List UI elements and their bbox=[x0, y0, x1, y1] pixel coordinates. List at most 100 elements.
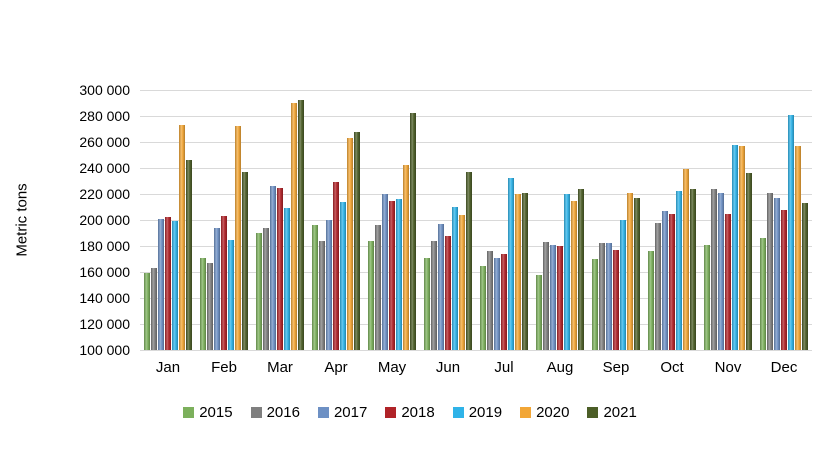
x-axis-label-nov: Nov bbox=[714, 359, 742, 376]
y-axis-tick-label: 240 000 bbox=[79, 160, 130, 176]
bar-2015-jan bbox=[144, 273, 150, 350]
bar-2021-feb bbox=[242, 171, 248, 350]
bar-2017-jun bbox=[438, 223, 444, 350]
bar-2019-may bbox=[396, 199, 402, 350]
y-axis-tick-label: 180 000 bbox=[79, 238, 130, 254]
bar-2015-sep bbox=[592, 259, 598, 350]
gridline bbox=[140, 350, 812, 351]
bar-group-mar bbox=[252, 90, 308, 350]
y-axis-tick-label: 260 000 bbox=[79, 134, 130, 150]
bar-2016-jun bbox=[431, 240, 437, 350]
gridline bbox=[140, 116, 812, 117]
bar-2020-mar bbox=[291, 103, 297, 350]
bar-group-sep bbox=[588, 90, 644, 350]
gridline bbox=[140, 194, 812, 195]
gridline bbox=[140, 142, 812, 143]
bar-2019-mar bbox=[284, 208, 290, 350]
bar-group-jan bbox=[140, 90, 196, 350]
legend-swatch-2017 bbox=[317, 407, 329, 418]
bar-2016-mar bbox=[263, 227, 269, 350]
bar-2021-dec bbox=[802, 203, 808, 350]
legend-swatch-2016 bbox=[250, 407, 262, 418]
bar-2015-aug bbox=[536, 274, 542, 350]
y-axis-tick-label: 120 000 bbox=[79, 316, 130, 332]
y-axis-tick-label: 300 000 bbox=[79, 82, 130, 98]
bar-2015-oct bbox=[648, 251, 654, 350]
bar-groups bbox=[140, 90, 812, 350]
bar-2015-apr bbox=[312, 225, 318, 350]
bar-2020-dec bbox=[795, 145, 801, 350]
x-axis-label-aug: Aug bbox=[546, 359, 574, 376]
legend-item-2017: 2017 bbox=[317, 404, 368, 421]
bar-2015-nov bbox=[704, 244, 710, 350]
bar-group-oct bbox=[644, 90, 700, 350]
bar-2017-nov bbox=[718, 192, 724, 350]
bar-2015-jun bbox=[424, 257, 430, 350]
bar-2019-apr bbox=[340, 201, 346, 350]
bar-2018-oct bbox=[669, 213, 675, 350]
y-axis-tick-label: 200 000 bbox=[79, 212, 130, 228]
bar-2021-apr bbox=[354, 131, 360, 350]
bar-2017-feb bbox=[214, 227, 220, 350]
x-axis-label-jul: Jul bbox=[494, 359, 514, 376]
bar-2021-mar bbox=[298, 100, 304, 350]
y-axis-tick-label: 220 000 bbox=[79, 186, 130, 202]
x-axis-label-oct: Oct bbox=[660, 359, 684, 376]
bar-group-dec bbox=[756, 90, 812, 350]
bar-2018-may bbox=[389, 200, 395, 350]
bar-2018-aug bbox=[557, 246, 563, 350]
bar-2017-aug bbox=[550, 244, 556, 350]
x-axis-label-jan: Jan bbox=[155, 359, 181, 376]
bar-group-nov bbox=[700, 90, 756, 350]
bar-2019-dec bbox=[788, 114, 794, 350]
bar-2019-oct bbox=[676, 191, 682, 350]
legend-label-2017: 2017 bbox=[333, 404, 368, 421]
bar-2018-sep bbox=[613, 249, 619, 350]
bar-2020-feb bbox=[235, 126, 241, 350]
bar-group-feb bbox=[196, 90, 252, 350]
bar-group-may bbox=[364, 90, 420, 350]
legend: 2015 2016 2017 2018 2019 2020 2021 bbox=[0, 404, 820, 421]
bar-2015-jul bbox=[480, 265, 486, 350]
bar-2017-may bbox=[382, 194, 388, 350]
bar-2020-apr bbox=[347, 138, 353, 350]
bar-2017-oct bbox=[662, 210, 668, 350]
bar-2020-aug bbox=[571, 200, 577, 350]
bar-2019-aug bbox=[564, 194, 570, 350]
bar-2018-jun bbox=[445, 235, 451, 350]
legend-label-2020: 2020 bbox=[536, 404, 570, 421]
bar-2015-dec bbox=[760, 238, 766, 350]
legend-label-2016: 2016 bbox=[266, 404, 300, 421]
bar-group-apr bbox=[308, 90, 364, 350]
bar-2016-may bbox=[375, 225, 381, 350]
legend-item-2020: 2020 bbox=[520, 404, 569, 421]
bar-2018-feb bbox=[221, 216, 227, 350]
bar-2021-nov bbox=[746, 173, 752, 350]
bar-2017-jan bbox=[158, 218, 164, 350]
legend-item-2018: 2018 bbox=[385, 404, 435, 421]
bar-2017-mar bbox=[270, 186, 276, 350]
bar-2020-jun bbox=[459, 214, 465, 350]
bar-2016-aug bbox=[543, 242, 549, 350]
plot-area: 300 000 280 000 260 000 240 000 220 000 200 0… bbox=[79, 82, 812, 358]
bar-2020-jan bbox=[179, 125, 185, 350]
bar-2018-nov bbox=[725, 213, 731, 350]
bar-2017-apr bbox=[326, 220, 332, 350]
legend-label-2019: 2019 bbox=[468, 404, 503, 421]
legend-item-2015: 2015 bbox=[183, 404, 233, 421]
x-axis-label-jun: Jun bbox=[435, 359, 461, 376]
bar-2015-mar bbox=[256, 233, 262, 350]
y-axis-tick-label: 160 000 bbox=[79, 264, 130, 280]
legend-label-2015: 2015 bbox=[199, 404, 233, 421]
bar-2021-oct bbox=[690, 188, 696, 350]
y-axis-tick-label: 280 000 bbox=[79, 108, 130, 124]
bar-2016-oct bbox=[655, 222, 661, 350]
legend-swatch-2020 bbox=[520, 407, 532, 418]
bar-2016-jul bbox=[487, 251, 493, 350]
bar-2015-feb bbox=[200, 257, 206, 350]
x-axis-label-feb: Feb bbox=[211, 359, 237, 376]
bar-2020-oct bbox=[683, 169, 689, 350]
y-axis-title: Metric tons bbox=[13, 183, 31, 257]
bar-2019-sep bbox=[620, 220, 626, 350]
bar-2019-jul bbox=[508, 178, 514, 350]
